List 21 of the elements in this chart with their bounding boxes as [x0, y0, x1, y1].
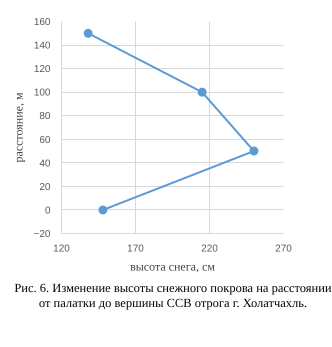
y-tick-label: −20 [34, 229, 51, 240]
y-tick-label: 20 [39, 182, 51, 193]
y-tick-label: 0 [44, 205, 51, 216]
y-axis-title: расстояние, м [12, 92, 26, 163]
y-tick-label: 160 [34, 17, 51, 28]
point [249, 146, 258, 156]
y-tick-label: 40 [39, 158, 51, 170]
y-tick-label: 80 [39, 111, 51, 122]
y-tick-label: 100 [34, 88, 51, 99]
x-tick-label: 120 [53, 244, 70, 254]
y-tick-label: 140 [34, 40, 51, 52]
y-tick-label: 120 [34, 64, 51, 76]
x-tick-label: 220 [201, 244, 218, 254]
point [198, 88, 207, 97]
point [98, 205, 108, 214]
y-tick-label: 60 [39, 134, 51, 146]
x-axis-title: высота снега, см [130, 260, 216, 274]
text: Рис. 6. Изменение высоты снежного покрова на расстоянии от палатки до вершины ССВ отрога г. Холатчахль. [13, 281, 332, 311]
x-tick-label: 170 [127, 244, 144, 254]
point [84, 28, 93, 38]
x-tick-label: 270 [275, 244, 292, 254]
